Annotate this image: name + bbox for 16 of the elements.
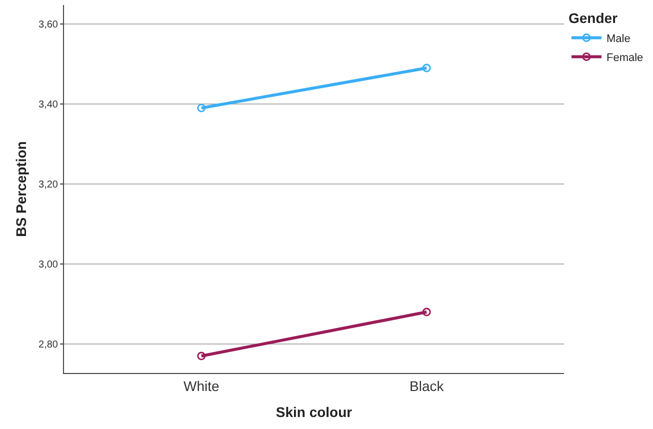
x-axis-title: Skin colour — [276, 404, 353, 420]
point — [422, 64, 431, 72]
legend-label: Male — [606, 32, 630, 45]
y-tick-label: 3,40 — [38, 100, 58, 110]
legend-title: Gender — [568, 10, 618, 26]
x-tick-label: White — [183, 378, 220, 394]
point — [197, 352, 206, 360]
x-tick-label: Black — [409, 378, 445, 394]
y-tick-label: 2,80 — [38, 340, 58, 350]
y-tick-label: 3,20 — [38, 180, 58, 190]
y-tick-label: 3,00 — [38, 260, 58, 270]
point — [422, 308, 431, 316]
y-tick-label: 3,60 — [38, 20, 58, 30]
y-axis-title: BS Perception — [13, 141, 30, 237]
point — [197, 104, 206, 112]
legend-label: Female — [606, 52, 644, 64]
